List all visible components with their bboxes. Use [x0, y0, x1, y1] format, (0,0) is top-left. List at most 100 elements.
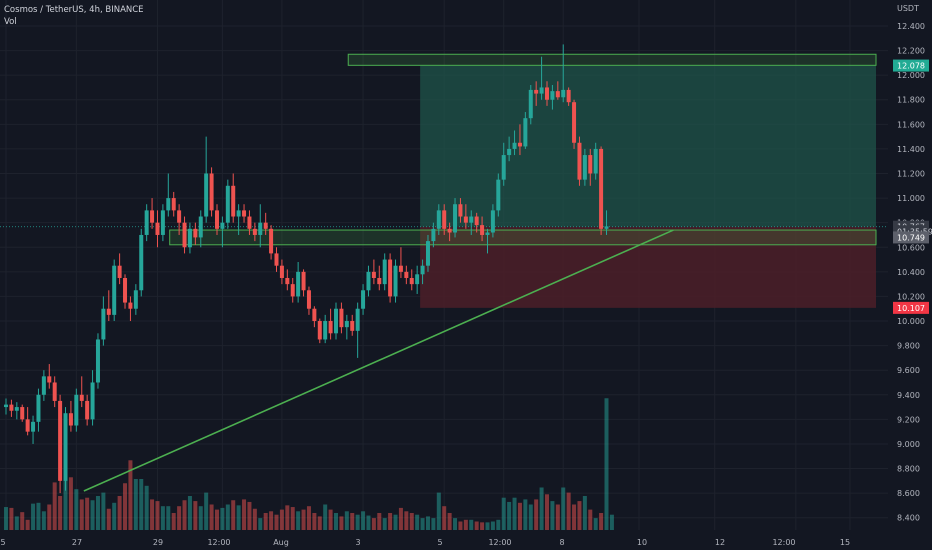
volume-bar — [79, 499, 84, 530]
candle-down — [377, 277, 382, 285]
candle-up — [469, 216, 474, 223]
volume-bar — [534, 499, 539, 530]
volume-bar — [139, 479, 144, 530]
volume-bar — [496, 519, 501, 530]
volume-bar — [328, 509, 333, 530]
volume-bar — [4, 507, 8, 530]
price-tick-label: 11.000 — [897, 194, 925, 203]
volume-bar — [52, 482, 57, 530]
volume-bar — [123, 483, 128, 530]
candle-down — [231, 185, 236, 217]
price-tick-label: 9.200 — [897, 415, 920, 424]
resistance-zone[interactable] — [347, 53, 877, 66]
volume-bar — [382, 518, 387, 530]
time-tick-label: 5 — [437, 538, 442, 547]
volume-bar — [528, 504, 533, 530]
volume-bar — [31, 503, 36, 530]
profit-zone[interactable] — [420, 65, 876, 227]
volume-bar — [290, 507, 295, 530]
volume-bar — [480, 522, 485, 530]
candle-up — [296, 271, 301, 297]
volume-bar — [561, 487, 566, 530]
volume-bar — [323, 504, 328, 530]
candle-up — [323, 321, 328, 340]
candle-up — [41, 376, 46, 395]
volume-bar — [263, 513, 268, 530]
candle-down — [79, 394, 84, 401]
candle-up — [198, 216, 203, 238]
volume-bar — [463, 519, 468, 530]
candle-up — [160, 210, 165, 235]
candle-down — [106, 308, 111, 315]
volume-bar — [523, 499, 528, 530]
volume-bar — [469, 519, 474, 530]
candle-up — [258, 222, 263, 235]
volume-bar — [58, 496, 63, 530]
candle-down — [247, 216, 252, 229]
volume-bar — [144, 485, 149, 530]
candle-down — [312, 308, 317, 322]
candle-down — [328, 321, 333, 334]
volume-bar — [398, 507, 403, 530]
volume-bar — [166, 506, 171, 530]
volume-bar — [539, 487, 544, 530]
support-zone[interactable] — [169, 229, 877, 246]
candle-up — [133, 290, 138, 309]
candle-down — [150, 210, 155, 223]
volume-bar — [74, 489, 79, 530]
volume-bar — [577, 501, 582, 530]
volume-bar — [177, 506, 182, 530]
candle-up — [112, 265, 117, 315]
volume-bar — [187, 496, 192, 530]
volume-bar — [160, 506, 165, 530]
candle-up — [225, 185, 230, 223]
volume-bar — [101, 492, 106, 530]
volume-bar — [442, 506, 447, 530]
candle-down — [47, 376, 52, 383]
candle-down — [350, 321, 355, 331]
volume-bar — [404, 511, 409, 530]
volume-bar — [425, 516, 430, 530]
loss-zone[interactable] — [420, 226, 876, 308]
candle-up — [90, 382, 95, 420]
candle-up — [420, 265, 425, 275]
candle-up — [425, 241, 430, 266]
price-tick-label: 12.200 — [897, 47, 925, 56]
volume-bar — [458, 521, 463, 530]
trendline[interactable] — [83, 229, 674, 492]
chart-legend: Cosmos / TetherUS, 4h, BINANCE Vol — [4, 4, 144, 28]
candle-down — [566, 89, 571, 103]
volume-bar — [350, 513, 355, 530]
volume-bar — [14, 516, 19, 530]
candle-up — [436, 210, 441, 229]
time-tick-label: 29 — [153, 538, 163, 547]
volume-bar — [490, 521, 495, 530]
time-tick-label: 15 — [840, 538, 850, 547]
time-tick-label: 12:00 — [488, 538, 511, 547]
price-tick-label: 11.600 — [897, 120, 925, 129]
price-tag-label: 10.107 — [897, 304, 925, 313]
candle-down — [68, 413, 73, 426]
candle-up — [604, 226, 609, 229]
candle-down — [339, 308, 344, 328]
volume-bar — [366, 515, 371, 530]
candle-up — [393, 265, 398, 297]
volume-bar — [317, 516, 322, 530]
volume-bar — [572, 504, 577, 530]
candle-up — [236, 210, 241, 217]
candle-down — [398, 265, 403, 272]
time-tick-label: 12:00 — [207, 538, 230, 547]
volume-bar — [9, 507, 14, 530]
price-tick-label: 11.200 — [897, 169, 925, 178]
candle-down — [301, 271, 306, 291]
candle-up — [14, 407, 19, 411]
candle-up — [101, 308, 106, 340]
candle-down — [9, 404, 14, 411]
candle-down — [20, 407, 25, 420]
volume-bar — [247, 501, 252, 530]
candle-down — [290, 284, 295, 297]
volume-bar — [312, 513, 317, 530]
candle-up — [523, 118, 528, 147]
